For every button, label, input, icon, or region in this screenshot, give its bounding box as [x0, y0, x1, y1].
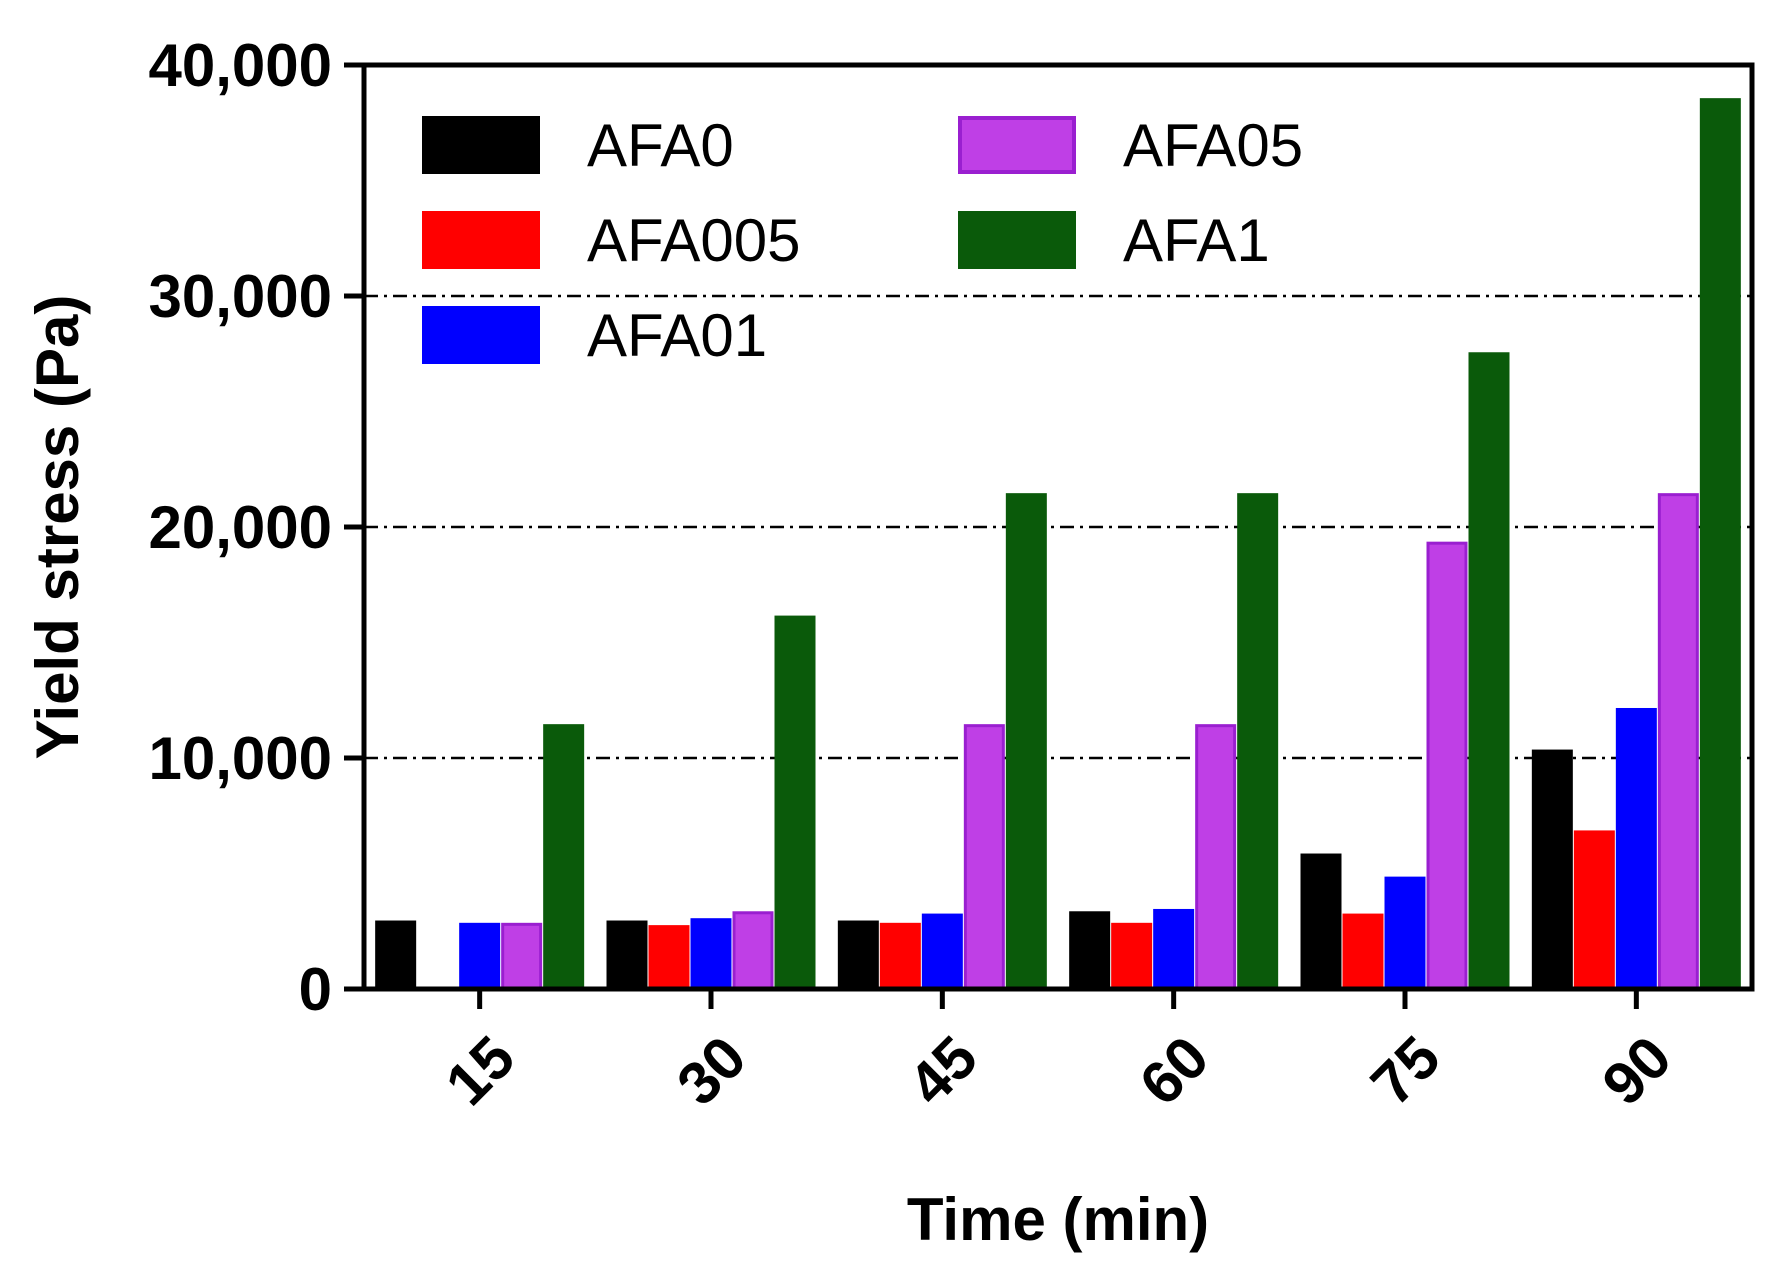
y-tick-label-0: 0	[299, 956, 332, 1023]
bar-AFA01-45	[921, 913, 963, 991]
x-tick-label-30: 30	[664, 1023, 759, 1118]
bar-AFA1-45	[1005, 493, 1047, 991]
legend-label-AFA05: AFA05	[1123, 112, 1303, 179]
y-axis: 0 10,000 20,000 30,000 40,000	[148, 32, 364, 1023]
legend-swatch-AFA005	[422, 211, 540, 269]
legend-label-AFA01: AFA01	[587, 302, 767, 369]
bar-AFA0-75	[1300, 853, 1342, 991]
bar-AFA05-60	[1195, 724, 1237, 991]
gridlines	[364, 294, 1752, 760]
bar-AFA005-30	[648, 925, 690, 991]
bar-AFA1-60	[1237, 493, 1279, 991]
bar-AFA0-15	[375, 920, 417, 991]
x-tick-label-90: 90	[1589, 1023, 1684, 1118]
bar-AFA05-15	[501, 922, 543, 991]
x-tick-label-75: 75	[1358, 1023, 1453, 1118]
bar-AFA0-60	[1069, 911, 1111, 991]
bar-AFA005-90	[1573, 830, 1615, 991]
bar-AFA1-15	[543, 724, 585, 991]
y-tick-label-2: 20,000	[148, 494, 332, 561]
bar-AFA05-30	[732, 911, 774, 991]
bar-AFA01-90	[1615, 707, 1657, 991]
x-tick-label-15: 15	[433, 1023, 528, 1118]
legend-label-AFA1: AFA1	[1123, 207, 1270, 274]
y-axis-title: Yield stress (Pa)	[24, 295, 91, 760]
legend-label-AFA0: AFA0	[587, 112, 734, 179]
bar-AFA005-45	[879, 922, 921, 991]
bar-AFA0-45	[837, 920, 879, 991]
bar-AFA005-60	[1111, 922, 1153, 991]
bars	[375, 98, 1741, 991]
bar-AFA01-75	[1384, 876, 1426, 991]
bar-AFA05-75	[1426, 541, 1468, 991]
bar-AFA05-45	[963, 724, 1005, 991]
x-axis-title: Time (min)	[907, 1186, 1209, 1253]
bar-AFA01-30	[690, 918, 732, 991]
legend-swatch-AFA1	[958, 211, 1076, 269]
bar-AFA0-30	[606, 920, 648, 991]
bar-AFA05-90	[1657, 493, 1699, 991]
y-tick-label-3: 30,000	[148, 263, 332, 330]
bar-AFA01-60	[1153, 908, 1195, 991]
legend-swatch-AFA05	[958, 116, 1076, 174]
y-tick-label-1: 10,000	[148, 725, 332, 792]
bar-AFA1-75	[1468, 352, 1510, 991]
bar-AFA005-75	[1342, 913, 1384, 991]
x-tick-label-45: 45	[895, 1023, 990, 1118]
bar-AFA01-15	[459, 922, 501, 991]
legend-swatch-AFA0	[422, 116, 540, 174]
legend: AFA0 AFA005 AFA01 AFA05 AFA1	[422, 112, 1303, 369]
x-tick-label-60: 60	[1127, 1023, 1222, 1118]
bar-AFA1-30	[774, 615, 816, 991]
bar-AFA0-90	[1531, 749, 1573, 991]
y-tick-label-4: 40,000	[148, 32, 332, 99]
x-axis: 15 30 45 60 75 90	[433, 989, 1684, 1118]
legend-swatch-AFA01	[422, 306, 540, 364]
legend-label-AFA005: AFA005	[587, 207, 801, 274]
bar-AFA1-90	[1699, 98, 1741, 991]
